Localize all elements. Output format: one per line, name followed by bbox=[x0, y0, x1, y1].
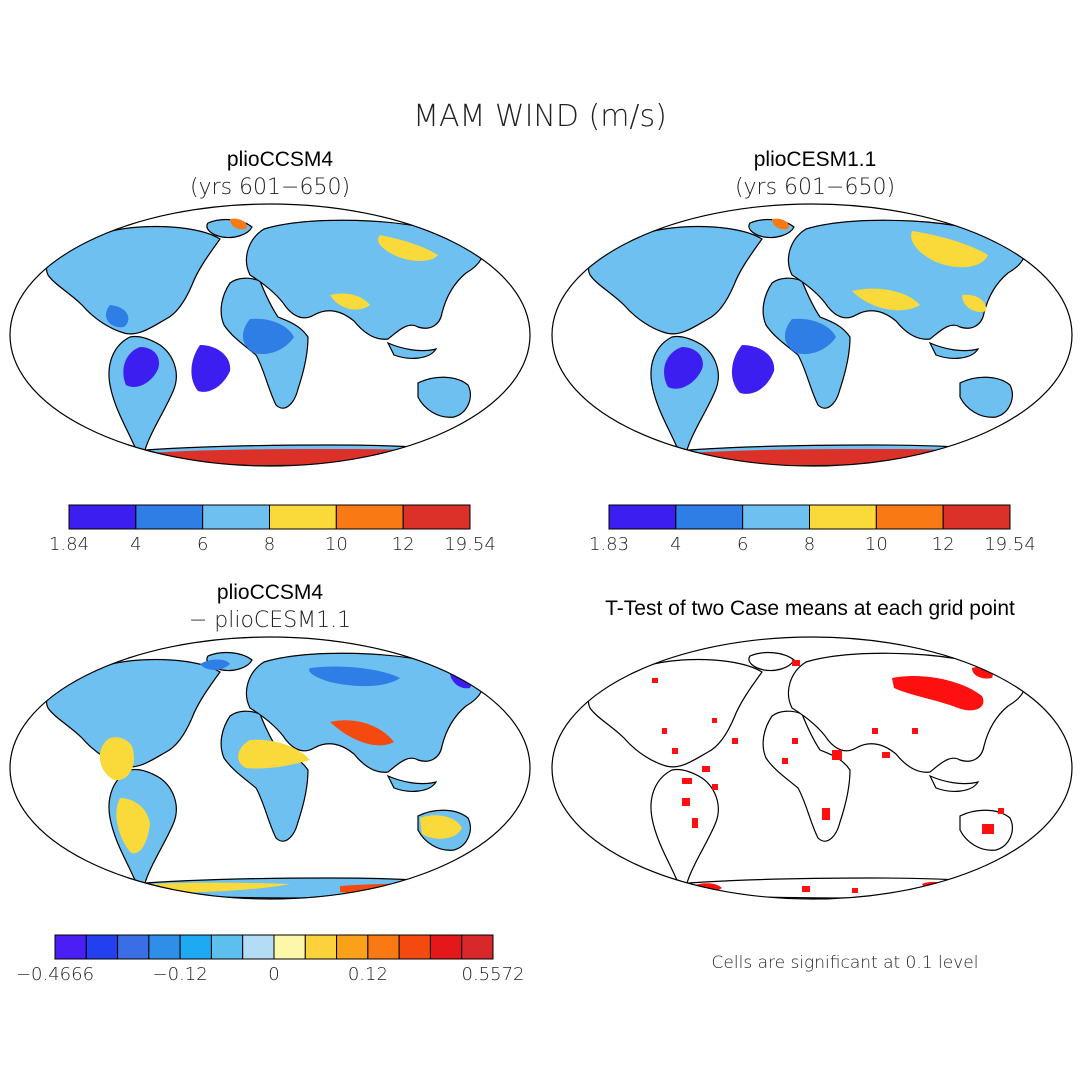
colorbar-tick-label: 10 bbox=[325, 534, 348, 555]
colorbar-swatch bbox=[242, 934, 275, 960]
colorbar-tick-label: 1.84 bbox=[49, 534, 89, 555]
colorbar-tick-label: 8 bbox=[804, 534, 815, 555]
panel-3-title: plioCCSM4 bbox=[217, 581, 324, 604]
colorbar-swatch bbox=[875, 504, 944, 530]
panel-2: plioCESM1.1 (yrs 601−650) 1.83 4 6 8 10 12 19.… bbox=[551, 148, 1073, 555]
panel-1: plioCCSM4 (yrs 601−650) 1.84 4 6 8 10 12 19.54 bbox=[9, 148, 531, 555]
colorbar-swatch bbox=[367, 934, 400, 960]
colorbar-tick-label: 0.12 bbox=[348, 964, 388, 985]
colorbar-swatch bbox=[742, 504, 811, 530]
colorbar-swatch bbox=[304, 934, 338, 960]
panel-3: plioCCSM4 − plioCESM1.1 −0.4666 −0.12 0 0.1… bbox=[9, 581, 531, 985]
colorbar-swatch bbox=[269, 504, 337, 530]
panel-4: T-Test of two Case means at each grid po… bbox=[551, 597, 1073, 973]
colorbar-tick-label: 4 bbox=[130, 534, 141, 555]
panel-1-greenland-wind bbox=[230, 218, 247, 230]
colorbar-swatch bbox=[675, 504, 744, 530]
colorbar-tick-label: 6 bbox=[197, 534, 208, 555]
panel-1-colorbar: 1.84 4 6 8 10 12 19.54 bbox=[49, 504, 496, 555]
panel-1-title: plioCCSM4 bbox=[227, 148, 334, 171]
panel-2-high-wind bbox=[852, 231, 988, 313]
colorbar-swatch bbox=[809, 504, 877, 530]
colorbar-swatch bbox=[429, 934, 463, 960]
colorbar-tick-label: 4 bbox=[670, 534, 681, 555]
panel-2-map-border bbox=[551, 203, 1073, 467]
colorbar-swatch bbox=[148, 934, 181, 960]
colorbar-swatch bbox=[68, 504, 137, 530]
panel-3-subtitle: − plioCESM1.1 bbox=[189, 608, 351, 633]
colorbar-tick-label: 1.83 bbox=[589, 534, 629, 555]
colorbar-tick-label: 8 bbox=[264, 534, 275, 555]
colorbar-swatch bbox=[461, 934, 494, 960]
colorbar-swatch bbox=[85, 934, 119, 960]
panel-1-mid-low-wind bbox=[105, 305, 294, 355]
panel-3-negative-diff bbox=[200, 659, 400, 687]
panel-1-low-wind bbox=[123, 345, 231, 392]
colorbar-swatch bbox=[336, 934, 369, 960]
colorbar-tick-label: 12 bbox=[932, 534, 955, 555]
colorbar-swatch bbox=[608, 504, 677, 530]
panel-3-colorbar: −0.4666 −0.12 0 0.12 0.5572 bbox=[16, 934, 525, 985]
panel-3-map bbox=[9, 636, 531, 900]
colorbar-tick-label: −0.12 bbox=[153, 964, 208, 985]
panel-2-low-wind bbox=[664, 345, 775, 394]
panel-1-subtitle: (yrs 601−650) bbox=[190, 175, 350, 200]
colorbar-tick-label: 19.54 bbox=[984, 534, 1036, 555]
panel-2-map bbox=[551, 203, 1073, 467]
colorbar-swatch bbox=[398, 934, 431, 960]
panel-1-map bbox=[9, 203, 531, 467]
panel-4-map-border bbox=[551, 636, 1073, 900]
colorbar-swatch bbox=[135, 504, 204, 530]
colorbar-swatch bbox=[202, 504, 271, 530]
figure-title: MAM WIND (m/s) bbox=[413, 99, 667, 134]
panel-2-subtitle: (yrs 601−650) bbox=[735, 175, 895, 200]
colorbar-swatch bbox=[402, 504, 471, 530]
colorbar-tick-label: −0.4666 bbox=[16, 964, 94, 985]
colorbar-tick-label: 12 bbox=[392, 534, 415, 555]
panel-2-greenland-wind bbox=[772, 218, 789, 230]
colorbar-swatch bbox=[179, 934, 212, 960]
colorbar-swatch bbox=[942, 504, 1011, 530]
panel-3-map-border bbox=[9, 636, 531, 900]
significance-footnote: Cells are significant at 0.1 level bbox=[712, 953, 979, 973]
colorbar-tick-label: 0 bbox=[268, 964, 279, 985]
panel-4-title: T-Test of two Case means at each grid po… bbox=[605, 597, 1015, 620]
panel-1-high-wind bbox=[330, 235, 438, 310]
colorbar-swatch bbox=[54, 934, 87, 960]
colorbar-tick-label: 10 bbox=[865, 534, 888, 555]
panel-2-mid-low-wind bbox=[784, 318, 836, 355]
colorbar-swatch bbox=[117, 934, 150, 960]
panel-1-map-border bbox=[9, 203, 531, 467]
panel-4-map bbox=[551, 636, 1073, 900]
colorbar-swatch bbox=[335, 504, 404, 530]
colorbar-swatch bbox=[273, 934, 306, 960]
colorbar-swatch bbox=[210, 934, 244, 960]
panel-2-colorbar: 1.83 4 6 8 10 12 19.54 bbox=[589, 504, 1036, 555]
colorbar-tick-label: 19.54 bbox=[444, 534, 496, 555]
colorbar-tick-label: 0.5572 bbox=[462, 964, 525, 985]
colorbar-tick-label: 6 bbox=[737, 534, 748, 555]
panel-2-title: plioCESM1.1 bbox=[754, 148, 877, 171]
